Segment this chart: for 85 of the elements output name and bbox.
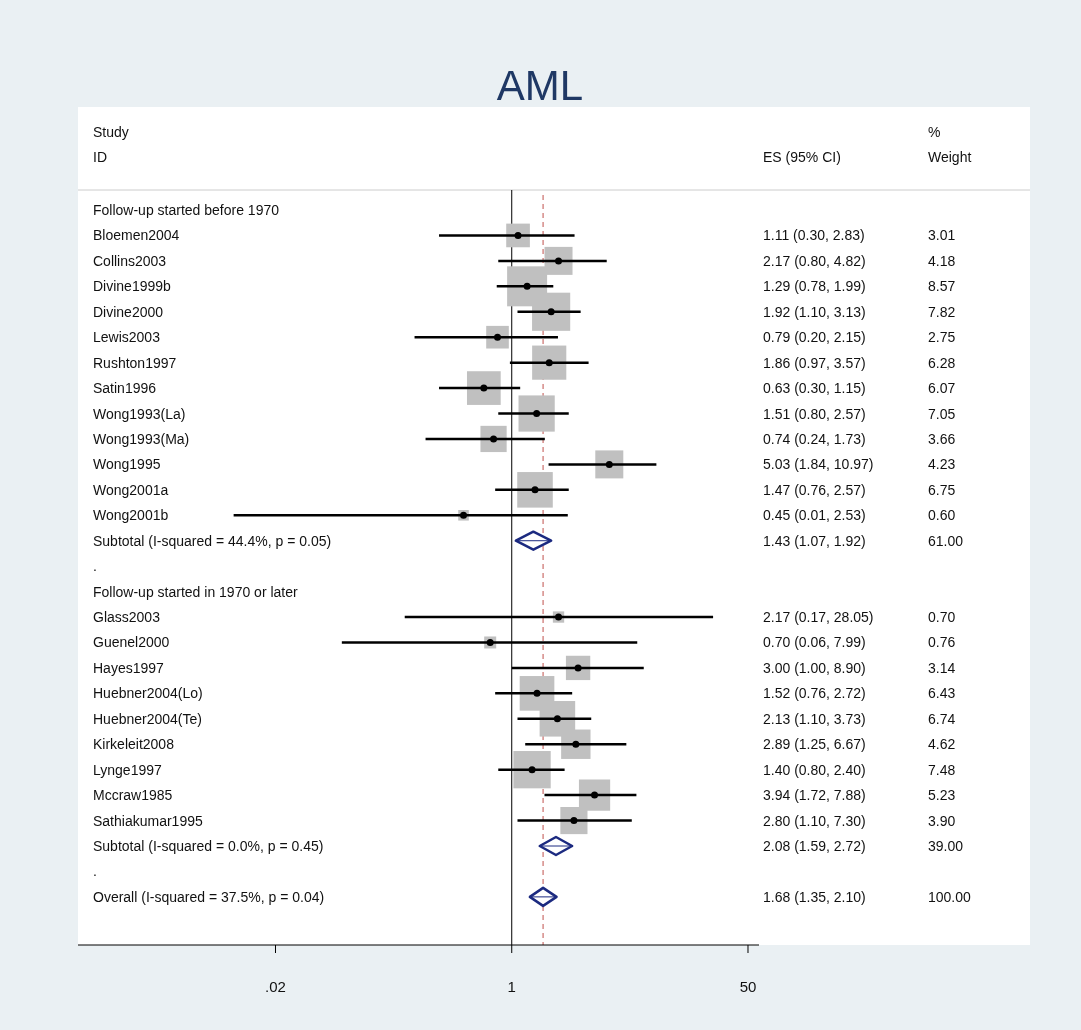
y-tick-label: Subtotal (I-squared = 0.0%, p = 0.45) (93, 838, 324, 854)
text: 0.79 (0.20, 2.15) (763, 329, 866, 346)
text: 1.51 (0.80, 2.57) (763, 405, 866, 422)
text: 1.92 (1.10, 3.13) (763, 303, 866, 320)
x-tick-label: 1 (507, 978, 516, 995)
text: % (928, 124, 941, 140)
text: 7.05 (928, 405, 956, 422)
text: 2.80 (1.10, 7.30) (763, 812, 866, 829)
text: 3.01 (928, 227, 956, 244)
y-tick-label: Huebner2004(Lo) (93, 685, 203, 702)
y-tick-label: Sathiakumar1995 (93, 812, 203, 829)
x-tick-label: 50 (739, 978, 757, 995)
y-tick-label: Guenel2000 (93, 634, 170, 651)
text: 2.89 (1.25, 6.67) (763, 736, 866, 753)
text: 0.76 (928, 634, 956, 651)
y-tick-label: Follow-up started in 1970 or later (93, 583, 298, 600)
text: Study (93, 124, 129, 140)
text: 0.70 (0.06, 7.99) (763, 634, 866, 651)
text: 7.48 (928, 761, 956, 778)
text: 0.70 (928, 609, 956, 626)
text: Weight (928, 149, 972, 165)
y-tick-label: Overall (I-squared = 37.5%, p = 0.04) (93, 888, 325, 905)
text: 8.57 (928, 278, 956, 295)
y-tick-label: Divine2000 (93, 303, 164, 320)
text: 61.00 (928, 532, 964, 549)
text: 39.00 (928, 838, 964, 854)
text: 3.00 (1.00, 8.90) (763, 659, 866, 676)
y-tick-label: Kirkeleit2008 (93, 736, 175, 753)
y-tick-label: Subtotal (I-squared = 44.4%, p = 0.05) (93, 532, 332, 549)
text: 6.74 (928, 710, 956, 727)
text: 0.45 (0.01, 2.53) (763, 507, 866, 524)
y-tick-label: Rushton1997 (93, 354, 177, 371)
text: 0.63 (0.30, 1.15) (763, 380, 866, 397)
text: 1.43 (1.07, 1.92) (763, 532, 866, 549)
y-tick-label: Mccraw1985 (93, 787, 173, 804)
y-tick-label: Wong1993(Ma) (93, 430, 190, 447)
chart-title: AML (496, 62, 584, 109)
y-tick-label: Bloemen2004 (93, 227, 180, 244)
y-tick-label: Wong1993(La) (93, 405, 186, 422)
text: ES (95% CI) (763, 149, 841, 165)
y-tick-label: . (93, 558, 97, 575)
x-tick-label: .02 (265, 978, 286, 995)
y-tick-label: Huebner2004(Te) (93, 710, 202, 727)
y-tick-label: Glass2003 (93, 609, 161, 626)
text: 2.08 (1.59, 2.72) (763, 838, 866, 854)
y-tick-label: Lynge1997 (93, 761, 162, 778)
text: 0.60 (928, 507, 956, 524)
text: 3.94 (1.72, 7.88) (763, 787, 866, 804)
text: 3.14 (928, 659, 956, 676)
text: 1.52 (0.76, 2.72) (763, 685, 866, 702)
text: 1.68 (1.35, 2.10) (763, 888, 866, 905)
y-tick-label: Divine1999b (93, 278, 172, 295)
text: 6.07 (928, 380, 956, 397)
text: 4.62 (928, 736, 956, 753)
text: 6.43 (928, 685, 956, 702)
text: 1.29 (0.78, 1.99) (763, 278, 866, 295)
y-tick-label: . (93, 863, 97, 880)
text: 100.00 (928, 888, 972, 905)
text: 1.40 (0.80, 2.40) (763, 761, 866, 778)
text: 1.47 (0.76, 2.57) (763, 481, 866, 498)
text: 4.23 (928, 456, 956, 473)
text: 6.28 (928, 354, 956, 371)
text: 2.17 (0.17, 28.05) (763, 609, 874, 626)
text: 2.13 (1.10, 3.73) (763, 710, 866, 727)
y-tick-label: Hayes1997 (93, 659, 165, 676)
text: 2.17 (0.80, 4.82) (763, 252, 866, 269)
text: 0.74 (0.24, 1.73) (763, 430, 866, 447)
y-tick-label: Lewis2003 (93, 329, 161, 346)
text: ID (93, 149, 107, 165)
text: 4.18 (928, 252, 956, 269)
text: 5.03 (1.84, 10.97) (763, 456, 874, 473)
y-tick-label: Follow-up started before 1970 (93, 202, 280, 218)
text: 1.86 (0.97, 3.57) (763, 354, 866, 371)
text: 6.75 (928, 481, 956, 498)
y-tick-label: Wong2001b (93, 507, 169, 524)
text: 2.75 (928, 329, 956, 346)
y-tick-label: Collins2003 (93, 252, 167, 269)
text: 3.90 (928, 812, 956, 829)
text: 7.82 (928, 303, 956, 320)
y-tick-label: Wong2001a (93, 481, 169, 498)
text: 1.11 (0.30, 2.83) (763, 227, 865, 244)
y-tick-label: Satin1996 (93, 380, 157, 397)
y-tick-label: Wong1995 (93, 456, 161, 473)
text: 5.23 (928, 787, 956, 804)
text: 3.66 (928, 430, 956, 447)
